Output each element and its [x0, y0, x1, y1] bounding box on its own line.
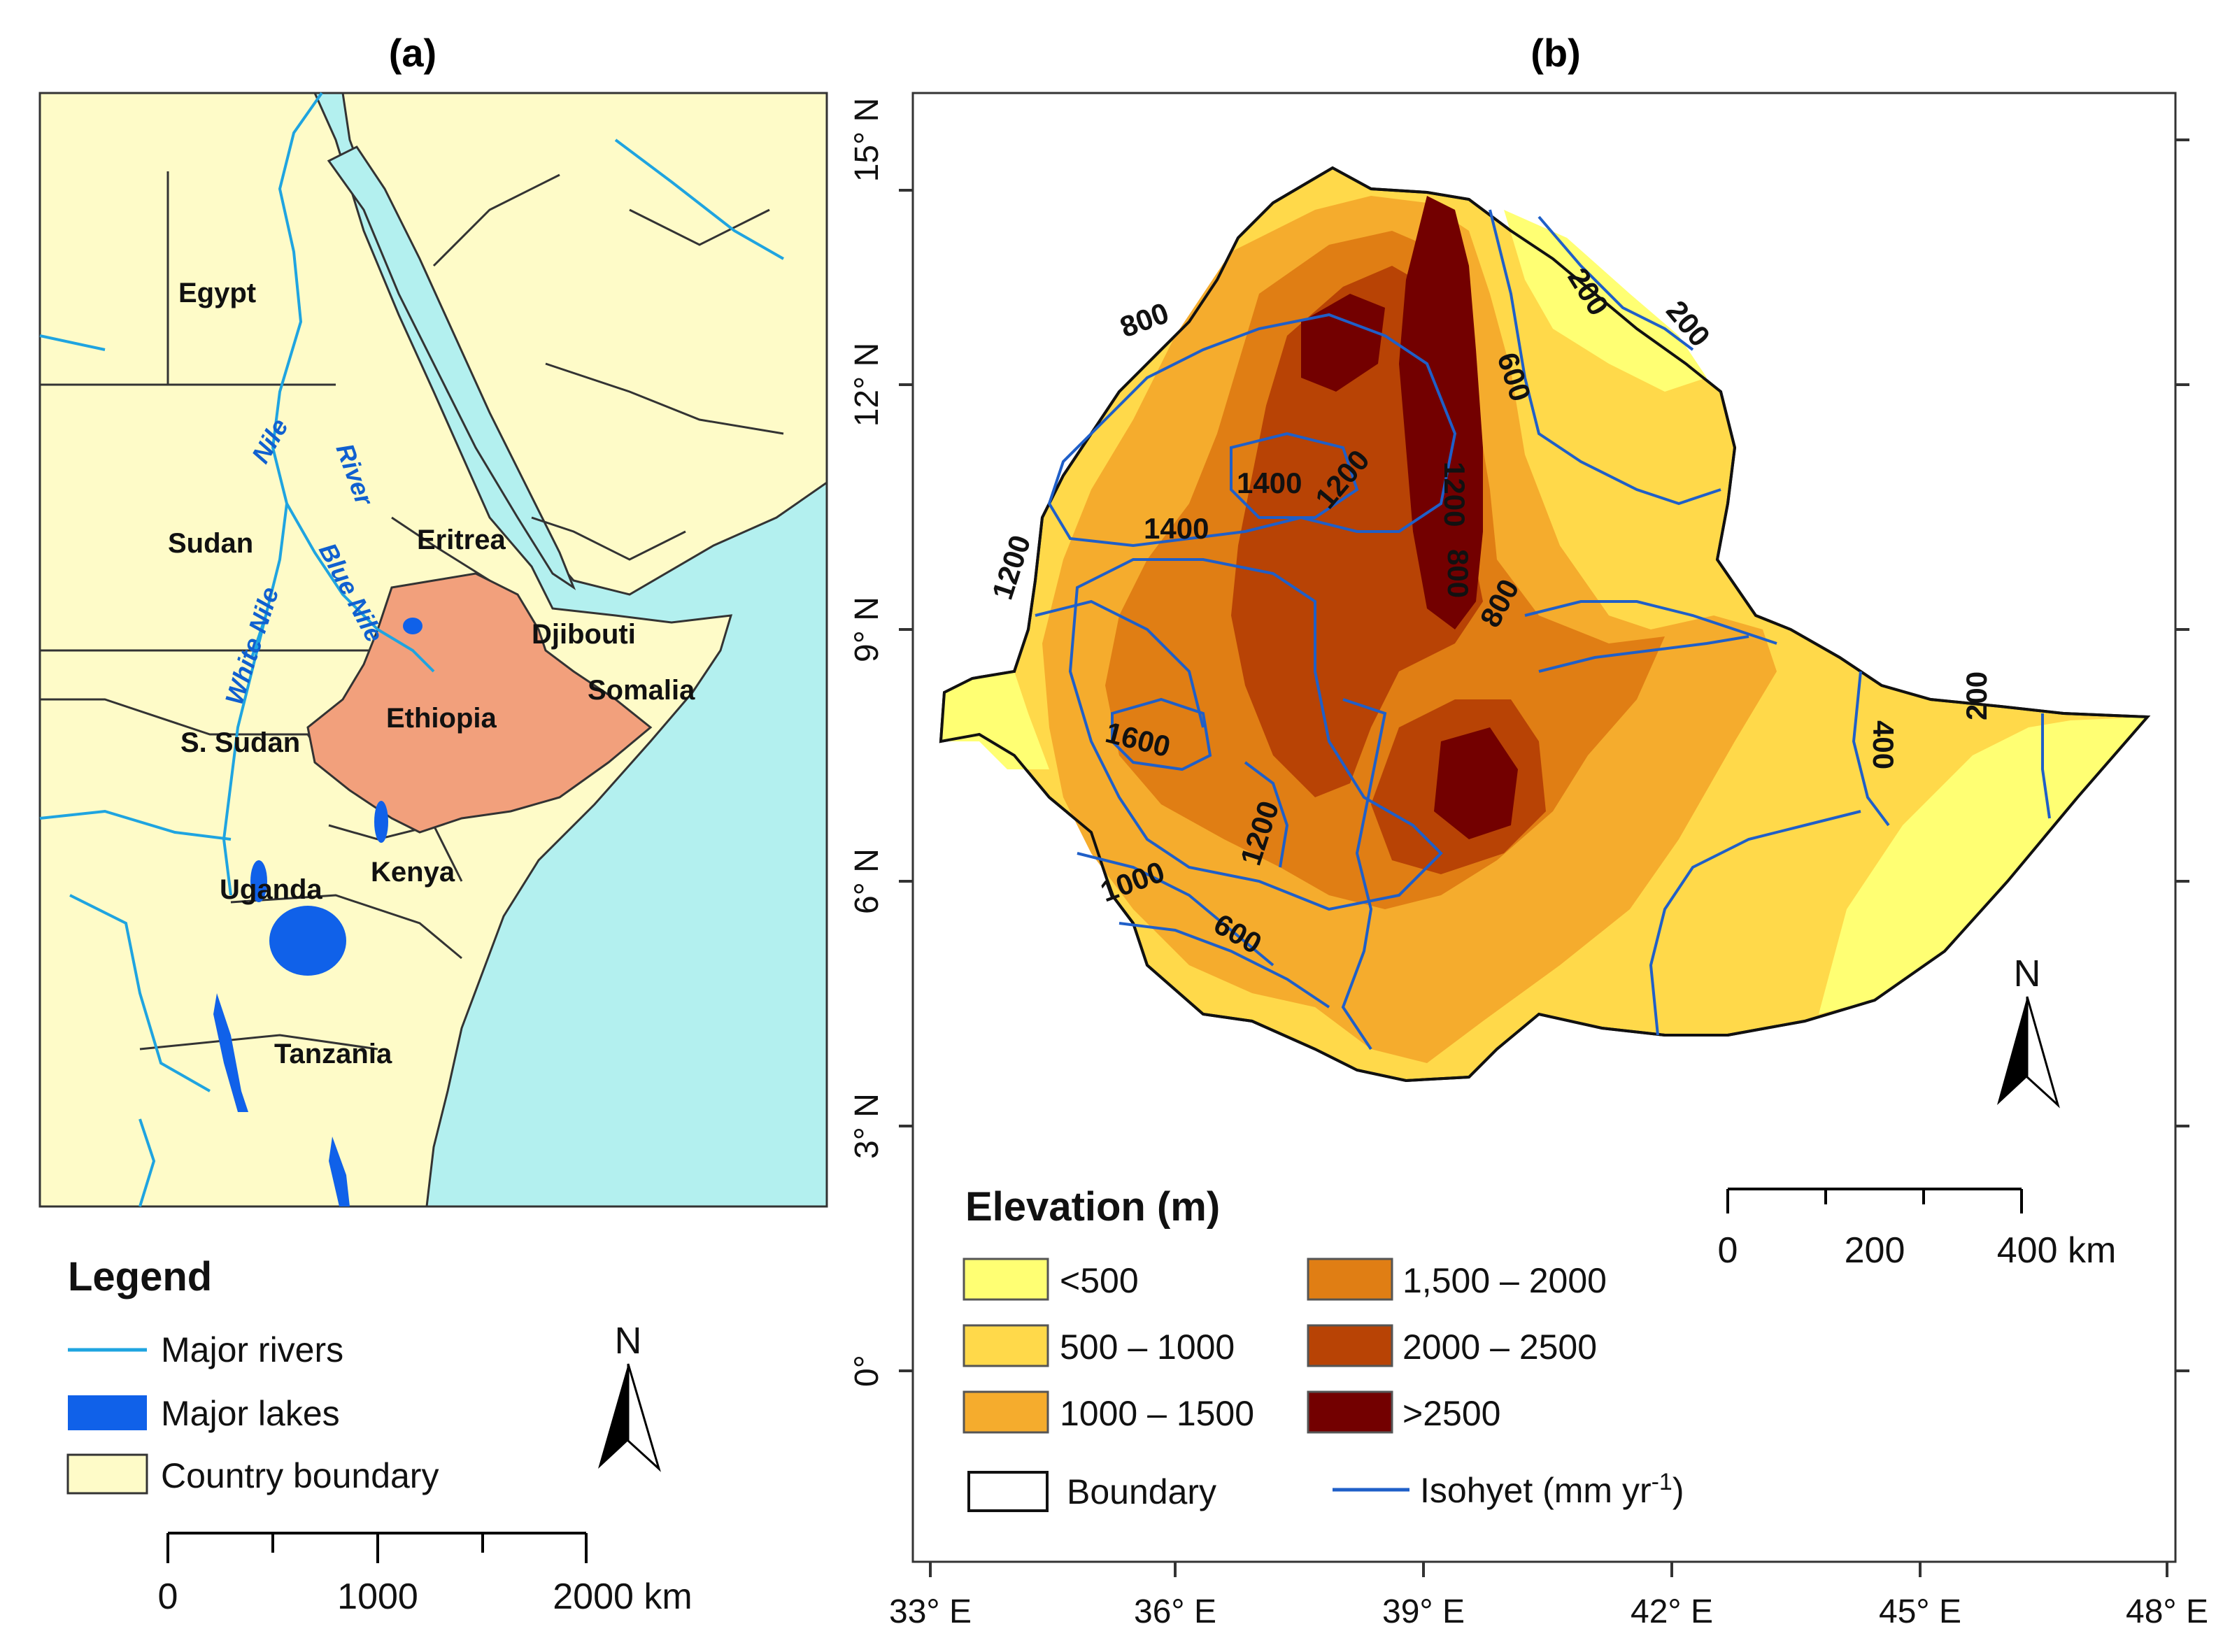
svg-text:9° N: 9° N: [848, 597, 886, 662]
swatch-1500-2000: [1307, 1258, 1393, 1301]
label-djibouti: Djibouti: [532, 619, 636, 650]
panel-a-title: (a): [389, 31, 436, 75]
panel-a-map: [38, 92, 828, 1208]
north-label-a: N: [615, 1320, 642, 1362]
swatch-boundary: [967, 1471, 1049, 1512]
legend-title: Legend: [68, 1254, 212, 1299]
svg-text:45° E: 45° E: [1879, 1593, 1961, 1630]
north-arrow-a-right: [627, 1363, 661, 1472]
country-labels: Egypt Sudan Eritrea Djibouti Ethiopia So…: [168, 278, 695, 1069]
major-rivers: [39, 92, 784, 1207]
ethiopia-boundary: [939, 166, 2151, 1083]
svg-text:>2500: >2500: [1402, 1394, 1500, 1433]
label-ethiopia: Ethiopia: [386, 703, 497, 734]
panel-a-scale: 0 1000 2000 km: [158, 1532, 693, 1617]
svg-text:42° E: 42° E: [1631, 1593, 1713, 1630]
panel-a-legend: Legend Major rivers Major lakes Country …: [66, 1254, 439, 1495]
lon-ticks: 33° E 36° E 39° E 42° E 45° E 48° E: [889, 1593, 2208, 1630]
svg-text:1400: 1400: [1144, 512, 1209, 545]
svg-text:500 – 1000: 500 – 1000: [1060, 1327, 1235, 1367]
legend-item-country: Country boundary: [161, 1456, 439, 1495]
svg-text:N: N: [2014, 953, 2041, 995]
swatch-500-1000: [963, 1324, 1049, 1367]
svg-text:1,500 – 2000: 1,500 – 2000: [1402, 1261, 1607, 1300]
ethiopia-elevation-map: [939, 166, 2151, 1083]
svg-text:400: 400: [1867, 720, 1900, 769]
svg-text:0°: 0°: [848, 1355, 886, 1387]
label-kenya: Kenya: [371, 857, 455, 888]
panel-a-north-arrow: N: [598, 1320, 661, 1472]
elevation-below-500-west: [941, 671, 1049, 769]
swatch-lt500: [963, 1258, 1049, 1301]
label-eritrea: Eritrea: [417, 525, 506, 555]
legend-item-rivers: Major rivers: [161, 1330, 343, 1369]
red-sea: [327, 145, 576, 590]
elevation-above-2500: [1399, 196, 1483, 629]
scale-a-0: 0: [158, 1576, 178, 1617]
svg-text:36° E: 36° E: [1134, 1593, 1216, 1630]
panel-b-north-arrow: N: [1997, 953, 2060, 1109]
svg-text:200: 200: [1960, 671, 1993, 720]
major-lakes: [213, 618, 422, 1206]
panel-b-title: (b): [1530, 31, 1581, 75]
svg-text:1000 – 1500: 1000 – 1500: [1060, 1394, 1254, 1433]
svg-text:Boundary: Boundary: [1067, 1472, 1216, 1511]
isohyet-legend-label: Isohyet (mm yr-1): [1420, 1469, 1684, 1510]
swatch-gt2500: [1307, 1390, 1393, 1434]
label-somalia: Somalia: [588, 675, 695, 706]
svg-text:400 km: 400 km: [1997, 1230, 2117, 1271]
svg-text:0: 0: [1718, 1230, 1738, 1271]
swatch-2000-2500: [1307, 1324, 1393, 1367]
svg-text:1400: 1400: [1237, 467, 1302, 499]
elevation-below-500-east: [1819, 717, 2147, 1014]
svg-text:800: 800: [1442, 549, 1475, 598]
svg-text:12° N: 12° N: [848, 343, 886, 427]
elevation-above-2500-b: [1301, 294, 1385, 392]
panel-b-scale: 0 200 400 km: [1718, 1188, 2117, 1271]
legend-item-lakes: Major lakes: [161, 1394, 340, 1433]
elevation-legend: Elevation (m) <500 500 – 1000 1000 – 150…: [963, 1184, 1684, 1512]
scale-a-2000: 2000 km: [553, 1576, 692, 1617]
elevation-above-2500-c: [1434, 727, 1518, 839]
svg-text:6° N: 6° N: [848, 848, 886, 914]
elevation-legend-title: Elevation (m): [965, 1184, 1220, 1230]
isohyets: [1035, 209, 2051, 1051]
svg-text:200: 200: [1845, 1230, 1905, 1271]
label-s-sudan: S. Sudan: [180, 727, 300, 758]
label-uganda: Uganda: [220, 874, 322, 905]
svg-text:48° E: 48° E: [2126, 1593, 2208, 1630]
svg-text:15° N: 15° N: [848, 98, 886, 183]
svg-text:33° E: 33° E: [889, 1593, 972, 1630]
svg-text:39° E: 39° E: [1382, 1593, 1465, 1630]
label-egypt: Egypt: [178, 278, 256, 308]
svg-text:3° N: 3° N: [848, 1093, 886, 1159]
label-tanzania: Tanzania: [274, 1039, 392, 1069]
lat-ticks: 15° N 12° N 9° N 6° N 3° N 0°: [848, 98, 886, 1387]
label-sudan: Sudan: [168, 528, 253, 559]
legend-country-swatch: [66, 1453, 148, 1495]
swatch-1000-1500: [963, 1390, 1049, 1434]
legend-lake-swatch: [68, 1395, 147, 1430]
north-arrow-a-left: [598, 1364, 628, 1469]
svg-text:1200: 1200: [1438, 462, 1471, 527]
svg-text:<500: <500: [1060, 1261, 1139, 1300]
scale-a-1000: 1000: [337, 1576, 418, 1617]
svg-text:2000 – 2500: 2000 – 2500: [1402, 1327, 1597, 1367]
